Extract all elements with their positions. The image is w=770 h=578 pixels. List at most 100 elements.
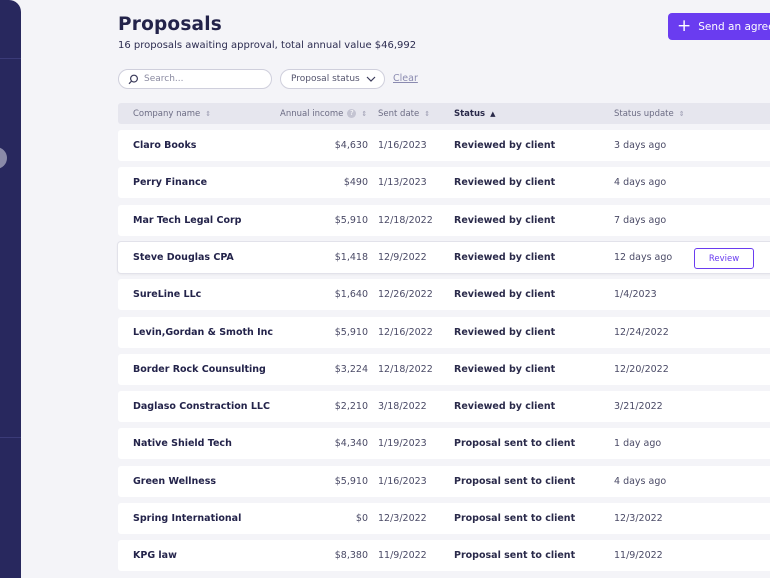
status-cell: Reviewed by client [454,289,556,300]
annual-income-cell: $5,910 [334,327,368,338]
search-icon [128,74,139,84]
table-row[interactable]: Green Wellness $5,910 1/16/2023 Proposal se… [118,466,770,497]
company-name-cell: Steve Douglas CPA [133,252,234,263]
sidebar-divider [0,58,21,59]
table-header: Company name ⇕ Annual income ? ⇕ Sent da… [118,103,770,124]
table-row[interactable]: KPG law $8,380 11/9/2022 Proposal sent to c… [118,540,770,571]
company-name-cell: KPG law [133,550,177,561]
company-name-cell: Perry Finance [133,177,208,188]
sort-icon: ⇕ [424,109,431,118]
sent-date-cell: 12/16/2022 [378,327,433,338]
review-button[interactable]: Review [694,248,754,269]
column-status-label: Status [454,108,486,119]
sidebar-collapse-handle[interactable] [0,147,7,169]
column-company-label: Company name [133,108,201,119]
status-cell: Proposal sent to client [454,438,576,449]
page-subtitle: 16 proposals awaiting approval, total an… [118,40,417,51]
status-update-cell: 12/24/2022 [614,327,669,338]
page-title: Proposals [118,14,222,35]
status-cell: Proposal sent to client [454,476,576,487]
company-name-cell: Spring International [133,513,242,524]
status-update-cell: 12/3/2022 [614,513,663,524]
table-row[interactable]: Native Shield Tech $4,340 1/19/2023 Proposa… [118,428,770,459]
proposal-status-dropdown[interactable]: Proposal status [280,69,385,89]
annual-income-cell: $4,630 [334,140,368,151]
sent-date-cell: 12/9/2022 [378,252,427,263]
sent-date-cell: 3/18/2022 [378,401,427,412]
status-cell: Reviewed by client [454,401,556,412]
sent-date-cell: 1/13/2023 [378,177,427,188]
status-cell: Reviewed by client [454,177,556,188]
status-cell: Reviewed by client [454,140,556,151]
status-update-cell: 12 days ago [614,252,673,263]
table-row[interactable]: Daglaso Constraction LLC $2,210 3/18/2022 R… [118,391,770,422]
status-cell: Reviewed by client [454,215,556,226]
annual-income-cell: $4,340 [334,438,368,449]
status-update-cell: 1/4/2023 [614,289,657,300]
send-agreement-label: Send an agree [698,20,770,33]
company-name-cell: Daglaso Constraction LLC [133,401,270,412]
status-cell: Reviewed by client [454,364,556,375]
status-cell: Reviewed by client [454,327,556,338]
send-agreement-button[interactable]: + Send an agree [668,13,770,40]
annual-income-cell: $2,210 [334,401,368,412]
annual-income-cell: $5,910 [334,215,368,226]
info-icon[interactable]: ? [347,109,357,118]
proposal-status-label: Proposal status [291,74,360,84]
status-update-cell: 4 days ago [614,177,667,188]
annual-income-cell: $490 [343,177,368,188]
annual-income-cell: $5,910 [334,476,368,487]
sent-date-cell: 12/18/2022 [378,364,433,375]
clear-filters-link[interactable]: Clear [393,73,418,84]
sent-date-cell: 1/19/2023 [378,438,427,449]
company-name-cell: Levin,Gordan & Smoth Inc [133,327,274,338]
status-update-cell: 7 days ago [614,215,667,226]
sent-date-cell: 11/9/2022 [378,550,427,561]
status-update-cell: 3/21/2022 [614,401,663,412]
sort-icon: ⇕ [678,109,685,118]
sort-icon: ⇕ [361,109,368,118]
annual-income-cell: $3,224 [334,364,368,375]
column-company[interactable]: Company name ⇕ [133,103,211,124]
sidebar-divider [0,437,21,438]
table-row[interactable]: SureLine LLc $1,640 12/26/2022 Reviewed by … [118,279,770,310]
chevron-down-icon [366,76,376,82]
annual-income-cell: $1,418 [334,252,368,263]
company-name-cell: Green Wellness [133,476,217,487]
column-status[interactable]: Status ▲ [454,103,496,124]
table-row[interactable]: Steve Douglas CPA $1,418 12/9/2022 Reviewed… [118,242,770,273]
sidebar [0,0,21,578]
column-income-label: Annual income [280,108,344,119]
column-sent-date[interactable]: Sent date ⇕ [378,103,430,124]
table-row[interactable]: Spring International $0 12/3/2022 Proposal … [118,503,770,534]
sent-date-cell: 12/18/2022 [378,215,433,226]
company-name-cell: Native Shield Tech [133,438,232,449]
sent-date-cell: 12/3/2022 [378,513,427,524]
company-name-cell: SureLine LLc [133,289,202,300]
table-row[interactable]: Border Rock Counsulting $3,224 12/18/2022 R… [118,354,770,385]
status-update-cell: 12/20/2022 [614,364,669,375]
table-row[interactable]: Perry Finance $490 1/13/2023 Reviewed by cl… [118,167,770,198]
company-name-cell: Border Rock Counsulting [133,364,266,375]
status-cell: Proposal sent to client [454,513,576,524]
table-row[interactable]: Mar Tech Legal Corp $5,910 12/18/2022 Revie… [118,205,770,236]
annual-income-cell: $8,380 [334,550,368,561]
company-name-cell: Claro Books [133,140,197,151]
status-update-cell: 4 days ago [614,476,667,487]
column-income[interactable]: Annual income ? ⇕ [280,103,367,124]
column-sent-label: Sent date [378,108,420,119]
status-update-cell: 11/9/2022 [614,550,663,561]
table-row[interactable]: Claro Books $4,630 1/16/2023 Reviewed by cl… [118,130,770,161]
status-update-cell: 1 day ago [614,438,662,449]
sort-ascending-icon: ▲ [490,109,496,118]
sort-icon: ⇕ [205,109,212,118]
plus-icon: + [677,16,692,36]
sent-date-cell: 12/26/2022 [378,289,433,300]
status-cell: Proposal sent to client [454,550,576,561]
annual-income-cell: $0 [355,513,368,524]
table-row[interactable]: Levin,Gordan & Smoth Inc $5,910 12/16/2022… [118,317,770,348]
search-placeholder: Search... [144,74,184,84]
sent-date-cell: 1/16/2023 [378,476,427,487]
search-input[interactable]: Search... [118,69,272,89]
column-status-update[interactable]: Status update ⇕ [614,103,685,124]
